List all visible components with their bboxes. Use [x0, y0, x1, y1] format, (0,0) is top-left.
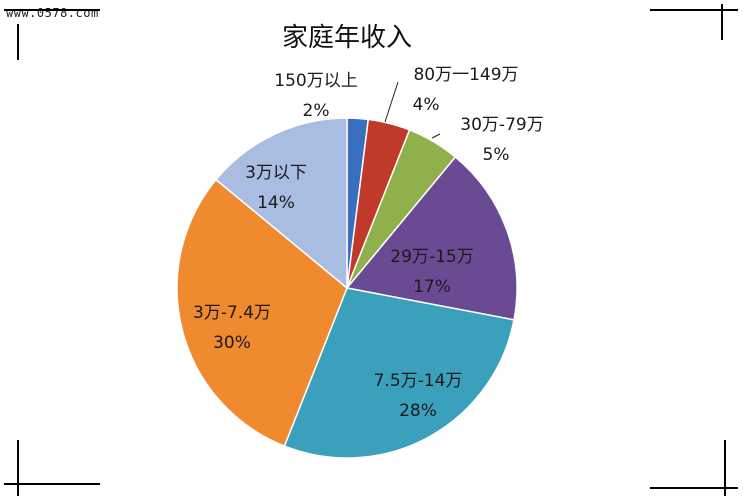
slice-percent-label: 2% [303, 101, 330, 121]
pie-slice [176, 178, 348, 448]
slice-category-label: 29万-15万 [390, 247, 473, 267]
slice-category-label: 7.5万-14万 [374, 371, 463, 391]
pie-slice [345, 155, 518, 321]
leader-lines [384, 81, 441, 139]
slice-category-label: 3万以下 [245, 163, 307, 183]
slice-percent-label: 4% [413, 95, 440, 115]
slice-percent-label: 14% [257, 193, 295, 213]
pie-slice [214, 117, 348, 290]
slice-category-label: 3万-7.4万 [193, 303, 271, 323]
chart-title: 家庭年收入 [282, 23, 412, 53]
slice-percent-label: 28% [399, 401, 437, 421]
slice-category-label: 30万-79万 [460, 115, 543, 135]
slice-percent-label: 5% [483, 145, 510, 165]
slice-percent-label: 30% [213, 333, 251, 353]
pie-slices [176, 117, 518, 459]
slice-category-label: 80万一149万 [413, 65, 518, 85]
slice-percent-label: 17% [413, 277, 451, 297]
frame-lines [4, 4, 738, 496]
slice-labels: 150万以上 2% 80万一149万 4% 30万-79万 5% 29万-15万 17% 7.5… [193, 65, 544, 421]
slice-category-label: 150万以上 [274, 71, 357, 91]
leader-line [431, 133, 441, 139]
leader-line [384, 81, 399, 123]
pie-slice [283, 287, 515, 459]
